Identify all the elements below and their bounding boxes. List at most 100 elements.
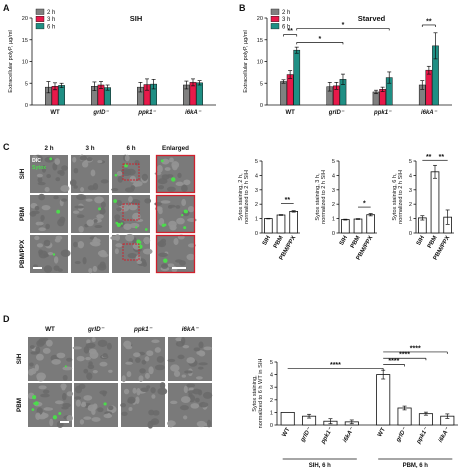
cell [173,238,179,245]
cell [40,393,50,398]
cell [175,340,185,347]
enlarged-frame [155,154,196,194]
cell [157,185,165,190]
y-axis-label: Sytox staining, 2 h,normalized to 2 h SI… [238,170,250,224]
cell [62,403,71,408]
bar [353,218,363,234]
cell [144,356,150,362]
y-tick-label: 5 [332,159,335,165]
panel-d-chart: Sytox staining,normalized to 6 h WT in S… [252,345,458,469]
cell [141,173,149,181]
cell [75,385,83,394]
overlay-label-sytox: Sytox [32,165,46,171]
cell [29,345,35,349]
cell [182,415,188,420]
cell [73,185,78,189]
x-tick-label: WT [377,427,387,438]
axis-label-line: Sytox staining, 6 h, [392,173,398,221]
cell [60,185,70,192]
sytox-positive-cell [113,199,117,203]
cell [156,165,163,173]
chart-title: SIH [130,14,143,23]
cell [41,165,47,173]
cell [177,172,182,179]
cell [121,168,131,175]
sytox-positive-cell [144,228,148,231]
cell [74,205,85,209]
cell [143,236,151,245]
cell [181,374,187,378]
cell [83,416,92,420]
cell [173,370,181,377]
x-tick-label: grlD⁻ [328,110,345,116]
x-tick-label: grlD⁻ [92,110,109,116]
significance-label: * [363,201,366,208]
cell [168,204,176,208]
cell [169,400,178,405]
row-label: SIH [19,168,26,179]
sytox-positive-cell [163,223,167,227]
axis-label-line: Extracellular polyP, µg/ml [243,30,249,93]
sytox-positive-cell [160,159,164,163]
cell [29,362,34,367]
cell [106,342,112,350]
y-tick-label: 1 [409,217,412,223]
cell [142,248,153,255]
cell [180,396,191,404]
y-tick-label: 3 [332,188,335,194]
cell [94,225,103,229]
cell [154,172,162,176]
cell [206,419,212,428]
cell [157,240,167,248]
cell [36,173,43,178]
cell [80,187,85,192]
cell [167,420,176,427]
cell [148,366,154,375]
x-tick-label: SIH [262,235,272,247]
cell [135,254,141,262]
axis-label-line: Sytox staining, 3 h, [315,173,321,221]
cell [93,236,98,243]
cell [45,223,50,230]
cell [42,337,49,341]
cell [76,214,85,219]
bar [280,81,287,106]
cell [62,374,68,381]
significance-label: ** [439,154,445,161]
significance-label: **** [399,352,410,359]
cell [89,350,99,359]
cell [29,211,37,217]
sytox-positive-cell [32,395,37,400]
axis-label-line: normalized to 2 h SIH [398,170,404,224]
cell [99,253,109,258]
x-tick-label: ppk1⁻ [137,110,156,116]
x-tick-label: WT [285,110,295,116]
sytox-positive-cell [34,401,39,406]
cell [154,347,161,353]
cell [172,164,178,171]
cell [151,394,156,399]
cell [77,240,85,249]
legend-label: 2 h [47,10,55,16]
cell [198,341,204,349]
cell [187,218,197,222]
cell [121,375,126,383]
x-tick-label: i6kA⁻ [438,426,452,443]
cell [123,388,130,395]
cell [35,353,44,361]
legend-label: 6 h [47,24,55,30]
cell [87,185,95,191]
cell [129,175,137,183]
cell [81,161,89,168]
axis-label-line: normalized to 2 h SIH [244,170,250,224]
cell [62,366,73,371]
cell [74,261,81,265]
cell [197,366,204,370]
y-tick-label: 1 [255,217,258,223]
row-label: PBM [16,398,23,412]
significance-label: **** [330,362,341,369]
bar [196,82,203,106]
sytox-positive-cell [181,214,184,217]
bar [280,411,295,426]
sytox-positive-cell [52,415,58,420]
